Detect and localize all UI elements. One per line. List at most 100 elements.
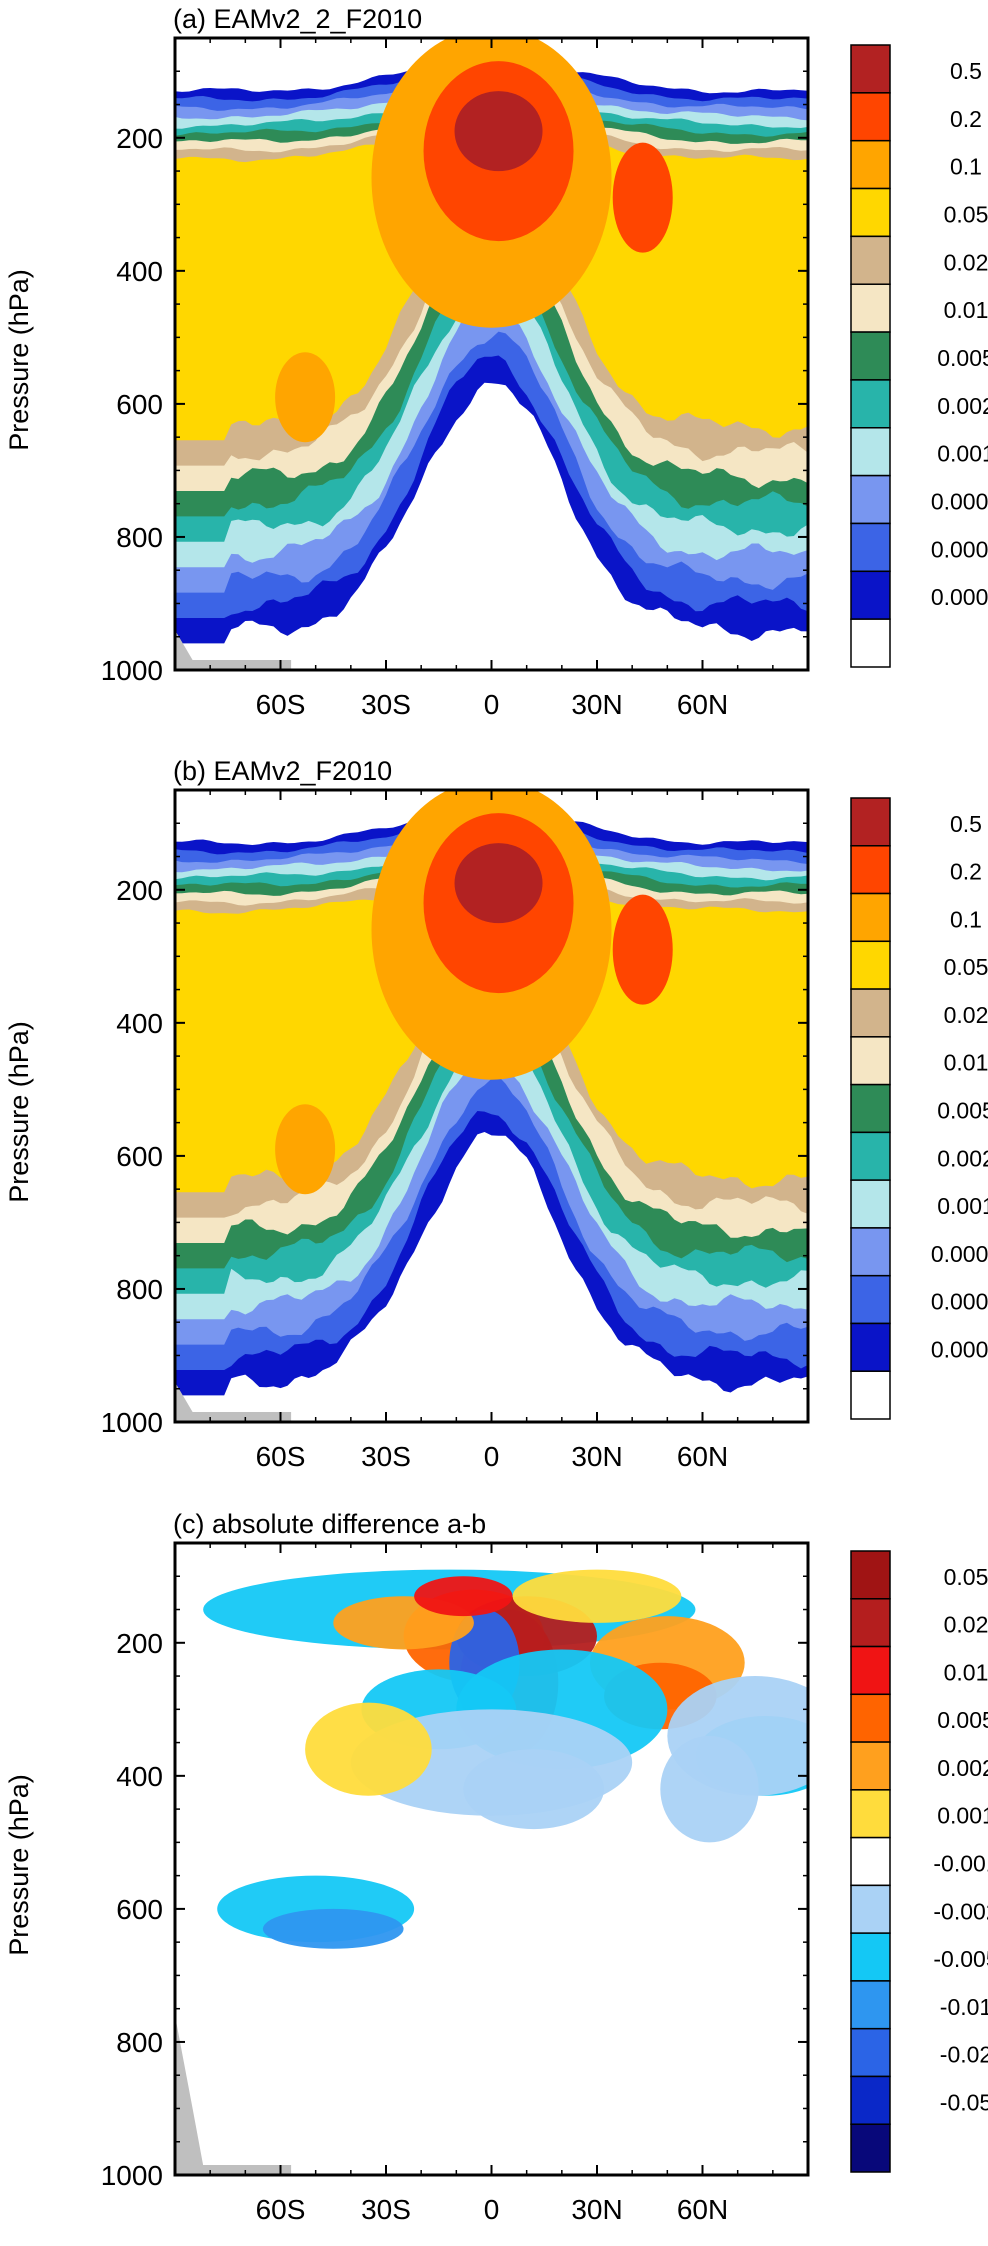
colorbar-swatch — [850, 988, 891, 1038]
x-tick-label: 60S — [256, 2194, 306, 2225]
colorbar-level-label: 0.2 — [950, 106, 982, 132]
colorbar-level-label: 0.2 — [950, 859, 982, 885]
colorbar-level-label: 0.02 — [944, 1002, 988, 1028]
y-tick-label: 600 — [116, 1141, 163, 1172]
colorbar-level-label: 0.0005 — [931, 1241, 988, 1267]
difference-blob — [178, 1715, 200, 1743]
panel-c-title: (c) absolute difference a-b — [173, 1509, 486, 1539]
panel-a-plot-area — [173, 36, 810, 672]
y-tick-label: 200 — [116, 1628, 163, 1659]
colorbar-swatch — [850, 1370, 891, 1420]
colorbar-swatch — [850, 1645, 891, 1696]
contour-band — [275, 352, 336, 443]
colorbar-level-label: 0.0001 — [931, 584, 988, 610]
colorbar-swatch — [850, 283, 891, 333]
colorbar-swatch — [850, 2027, 891, 2078]
colorbar-level-label: 0.0005 — [931, 489, 988, 515]
difference-blob — [262, 1908, 404, 1949]
colorbar-swatch — [850, 940, 891, 990]
contour-band — [612, 894, 673, 1005]
y-tick-label: 200 — [116, 875, 163, 906]
y-tick-label: 800 — [116, 2027, 163, 2058]
colorbar-level-label: 0.05 — [944, 1564, 988, 1590]
y-tick-label: 600 — [116, 389, 163, 420]
colorbar-swatch — [850, 570, 891, 620]
colorbar-swatch — [850, 139, 891, 190]
panel-b-title: (b) EAMv2_F2010 — [173, 756, 392, 786]
colorbar-level-label: 0.01 — [944, 297, 988, 323]
colorbar-level-label: -0.01 — [940, 1994, 988, 2020]
panel-c-x-tick-labels: 60S 30S 0 30N 60N — [209, 1543, 774, 2225]
x-tick-label: 30S — [361, 2194, 411, 2225]
y-tick-label: 400 — [116, 1008, 163, 1039]
colorbar-level-label: 0.002 — [937, 1755, 988, 1781]
colorbar-level-label: 0.05 — [944, 954, 988, 980]
contour-field — [175, 1543, 808, 2175]
contour-field — [175, 790, 808, 1422]
panel-a-x-tick-labels: 60S 30S 0 30N 60N — [209, 38, 774, 720]
panel-a-y-tick-labels: 200 400 600 800 1000 — [101, 70, 808, 686]
panel-b-y-axis-label: Pressure (hPa) — [4, 1021, 34, 1203]
x-tick-label: 60N — [677, 1441, 728, 1472]
colorbar-swatch — [850, 845, 891, 895]
panel-a-colorbar: 0.5 0.2 0.1 0.05 0.02 0.01 0.005 0.002 0.001 0.00… — [850, 44, 988, 668]
colorbar-swatch — [850, 1741, 891, 1791]
colorbar-swatch — [850, 1884, 891, 1934]
panel-b-x-tick-labels: 60S 30S 0 30N 60N — [209, 790, 774, 1472]
x-tick-label: 30N — [571, 1441, 622, 1472]
colorbar-swatch — [850, 2075, 891, 2125]
contour-band — [454, 91, 543, 172]
colorbar-swatch — [850, 618, 891, 668]
colorbar-swatch — [850, 44, 891, 94]
y-tick-label: 600 — [116, 1894, 163, 1925]
panel-b-colorbar: 0.5 0.2 0.1 0.05 0.02 0.01 0.005 0.002 0.001 0.00… — [850, 797, 988, 1420]
colorbar-swatch — [850, 1598, 891, 1648]
colorbar-swatch — [850, 187, 891, 238]
difference-blob — [660, 1735, 759, 1843]
colorbar-level-label: -0.002 — [933, 1898, 988, 1924]
x-tick-label: 30N — [571, 689, 622, 720]
panel-a-title: (a) EAMv2_2_F2010 — [173, 4, 422, 34]
x-tick-label: 30S — [361, 689, 411, 720]
panel-b-plot-area — [173, 788, 810, 1424]
y-tick-label: 200 — [116, 123, 163, 154]
colorbar-swatch — [850, 331, 891, 381]
colorbar-swatch — [850, 235, 891, 285]
panel-c-colorbar: 0.05 0.02 0.01 0.005 0.002 0.001 -0.001 -0.002 -… — [850, 1550, 988, 2173]
y-tick-label: 800 — [116, 522, 163, 553]
colorbar-swatch — [850, 1932, 891, 1982]
colorbar-level-label: -0.005 — [933, 1946, 988, 1972]
colorbar-level-label: 0.01 — [944, 1050, 988, 1076]
x-tick-label: 30S — [361, 1441, 411, 1472]
colorbar-swatch — [850, 892, 891, 943]
colorbar-swatch — [850, 92, 891, 142]
contour-band — [275, 1104, 336, 1195]
y-tick-label: 400 — [116, 1761, 163, 1792]
colorbar-level-label: 0.005 — [937, 1098, 988, 1124]
colorbar-level-label: 0.02 — [944, 249, 988, 275]
panel-a-y-axis-label: Pressure (hPa) — [4, 269, 34, 451]
colorbar-swatch — [850, 797, 891, 847]
colorbar-level-label: 0.005 — [937, 345, 988, 371]
colorbar-level-label: 0.02 — [944, 1612, 988, 1638]
colorbar-level-label: 0.001 — [937, 1803, 988, 1829]
colorbar-level-label: 0.1 — [950, 154, 982, 180]
colorbar-level-label: -0.02 — [940, 2042, 988, 2068]
colorbar-swatch — [850, 379, 891, 429]
panel-b-y-tick-labels: 200 400 600 800 1000 — [101, 822, 808, 1438]
panel-b: (b) EAMv2_F2010 Pressure (hPa) 200 400 600… — [4, 756, 988, 1472]
x-tick-label: 0 — [484, 2194, 500, 2225]
colorbar-swatch — [850, 1083, 891, 1134]
x-tick-label: 60S — [256, 1441, 306, 1472]
colorbar-level-label: 0.002 — [937, 1145, 988, 1171]
colorbar-level-label: 0.0001 — [931, 1336, 988, 1362]
colorbar-swatch — [850, 427, 891, 477]
x-tick-label: 60N — [677, 689, 728, 720]
x-tick-label: 30N — [571, 2194, 622, 2225]
colorbar-swatch — [850, 522, 891, 573]
colorbar-level-label: 0.5 — [950, 58, 982, 84]
topography-mask — [175, 2015, 292, 2175]
colorbar-level-label: 0.005 — [937, 1707, 988, 1733]
colorbar-level-label: 0.5 — [950, 811, 982, 837]
panel-c-plot-area — [173, 1541, 810, 2177]
